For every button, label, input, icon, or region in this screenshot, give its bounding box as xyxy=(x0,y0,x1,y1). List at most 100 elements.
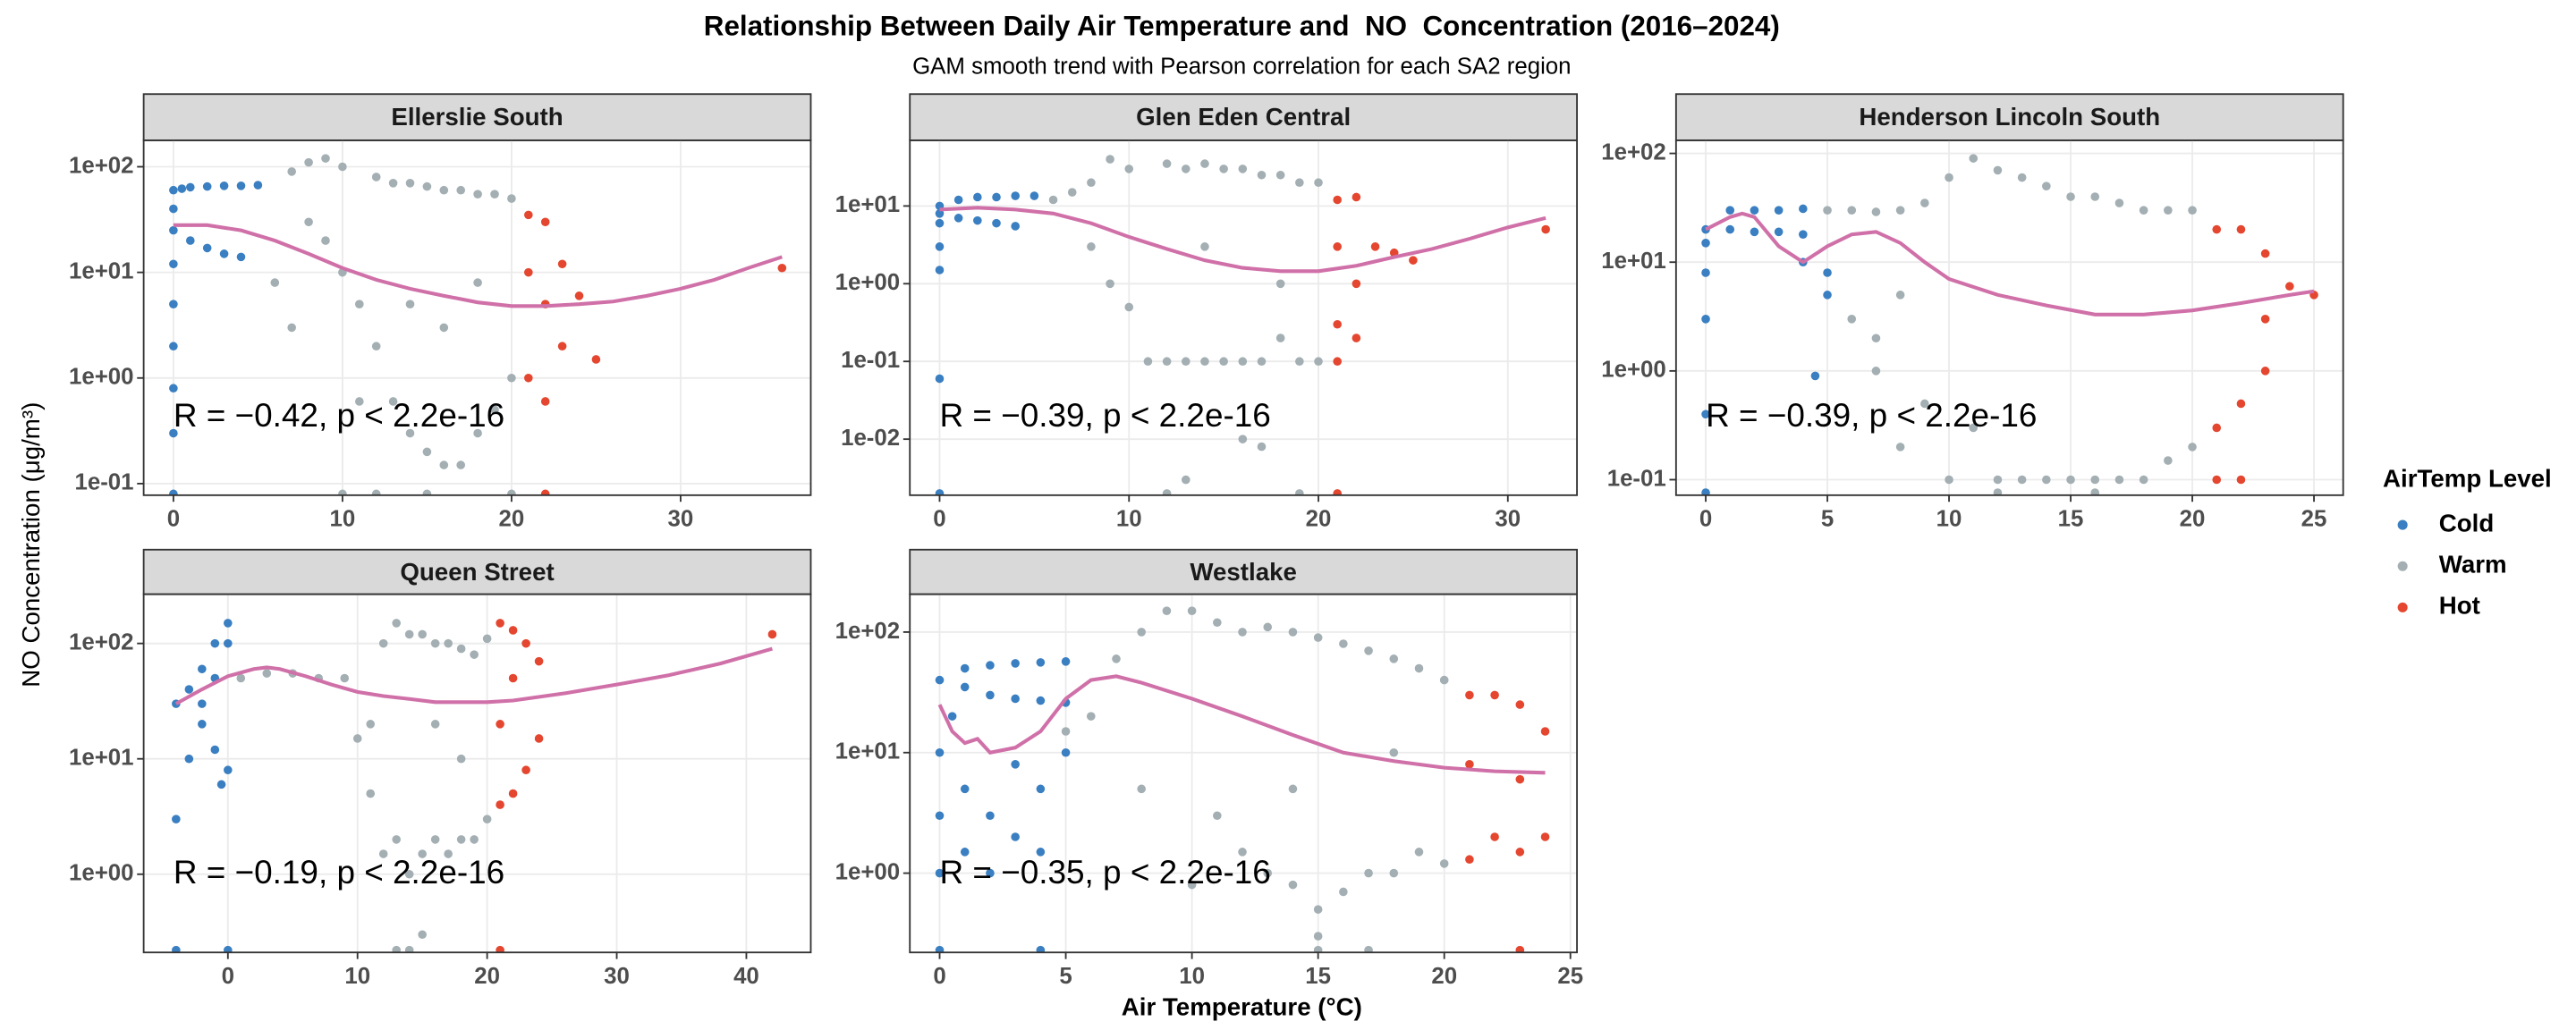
data-point xyxy=(1701,239,1710,248)
data-point xyxy=(388,179,398,188)
panel-border xyxy=(909,139,1578,496)
data-point xyxy=(1162,489,1172,495)
data-point xyxy=(960,663,970,673)
data-point xyxy=(1061,657,1071,666)
x-tick-label: 10 xyxy=(1116,506,1142,531)
trend-line xyxy=(937,674,1546,775)
data-point xyxy=(1213,811,1222,821)
trend-line xyxy=(174,646,773,705)
data-point xyxy=(1540,832,1550,841)
data-point xyxy=(371,173,381,182)
data-point xyxy=(1314,178,1323,188)
data-point xyxy=(1143,357,1153,367)
data-point xyxy=(507,194,516,203)
data-point xyxy=(2236,475,2246,485)
data-point xyxy=(444,638,453,648)
data-point xyxy=(2260,249,2270,258)
data-point xyxy=(422,489,432,495)
data-point xyxy=(1895,206,1905,215)
x-tick-label: 10 xyxy=(344,964,370,989)
x-tick-label: 5 xyxy=(1821,506,1834,531)
data-point xyxy=(508,673,518,683)
data-point xyxy=(202,243,212,253)
data-point xyxy=(508,789,518,798)
data-point xyxy=(935,266,945,274)
data-point xyxy=(366,789,376,798)
data-point xyxy=(371,489,381,495)
data-point xyxy=(1701,268,1710,277)
data-point xyxy=(1339,639,1348,648)
data-point xyxy=(172,815,181,823)
legend-marker xyxy=(2397,519,2408,530)
y-axis-label: NO Concentration (μg/m³) xyxy=(17,402,45,688)
data-point xyxy=(338,162,347,172)
legend-label: Hot xyxy=(2439,592,2480,620)
data-point xyxy=(935,218,945,228)
panel-background xyxy=(143,594,811,953)
data-point xyxy=(1200,357,1209,367)
strip xyxy=(909,548,1578,595)
panel-background xyxy=(910,594,1578,953)
panel-background xyxy=(1675,139,2343,495)
data-point xyxy=(1333,357,1342,367)
data-point xyxy=(521,638,530,648)
data-point xyxy=(540,489,550,495)
x-tick-label: 10 xyxy=(1936,506,1962,531)
data-point xyxy=(270,278,280,287)
data-point xyxy=(404,945,414,953)
data-point xyxy=(1439,859,1449,868)
legend-title: AirTemp Level xyxy=(2383,465,2552,493)
data-point xyxy=(1993,165,2003,175)
data-point xyxy=(1162,159,1172,168)
data-point xyxy=(524,267,533,277)
data-point xyxy=(169,300,178,308)
data-point xyxy=(1257,442,1267,452)
data-point xyxy=(591,355,601,364)
data-point xyxy=(177,184,187,193)
data-point xyxy=(2236,224,2246,234)
data-point xyxy=(2285,282,2294,291)
strip xyxy=(142,548,812,595)
data-point xyxy=(953,214,963,223)
data-point xyxy=(1087,178,1096,188)
data-point xyxy=(210,638,220,648)
legend-marker xyxy=(2397,602,2408,612)
data-point xyxy=(1810,371,1820,381)
data-point xyxy=(224,638,233,648)
x-tick-label: 25 xyxy=(1557,964,1583,989)
trend-line xyxy=(173,223,783,308)
data-point xyxy=(521,765,530,775)
chart-title: Relationship Between Daily Air Temperatu… xyxy=(704,11,1780,42)
data-point xyxy=(169,384,178,393)
data-point xyxy=(1187,606,1197,615)
data-point xyxy=(935,675,945,685)
data-point xyxy=(439,323,449,333)
x-tick-label: 0 xyxy=(222,964,234,989)
data-point xyxy=(2042,182,2051,191)
data-point xyxy=(354,300,364,308)
data-point xyxy=(1490,690,1499,700)
data-point xyxy=(236,252,246,262)
strip-title: Ellerslie South xyxy=(391,103,563,131)
data-point xyxy=(1364,945,1373,953)
data-point xyxy=(418,849,427,858)
x-tick-label: 30 xyxy=(604,964,630,989)
y-tick-label: 1e-01 xyxy=(1607,466,1666,491)
data-point xyxy=(2260,315,2270,324)
data-point xyxy=(1288,628,1298,637)
data-point xyxy=(2212,224,2222,234)
data-point xyxy=(574,291,584,300)
x-tick-label: 20 xyxy=(499,506,525,531)
data-point xyxy=(1414,663,1424,673)
data-point xyxy=(422,447,432,457)
data-point xyxy=(1213,618,1222,628)
data-point xyxy=(1061,727,1071,736)
data-point xyxy=(1313,932,1323,941)
data-point xyxy=(172,945,181,953)
data-point xyxy=(1799,230,1808,239)
data-point xyxy=(210,745,220,755)
data-point xyxy=(1370,242,1380,251)
y-tick-label: 1e+00 xyxy=(69,861,134,886)
strip xyxy=(909,93,1578,141)
data-point xyxy=(473,428,482,438)
